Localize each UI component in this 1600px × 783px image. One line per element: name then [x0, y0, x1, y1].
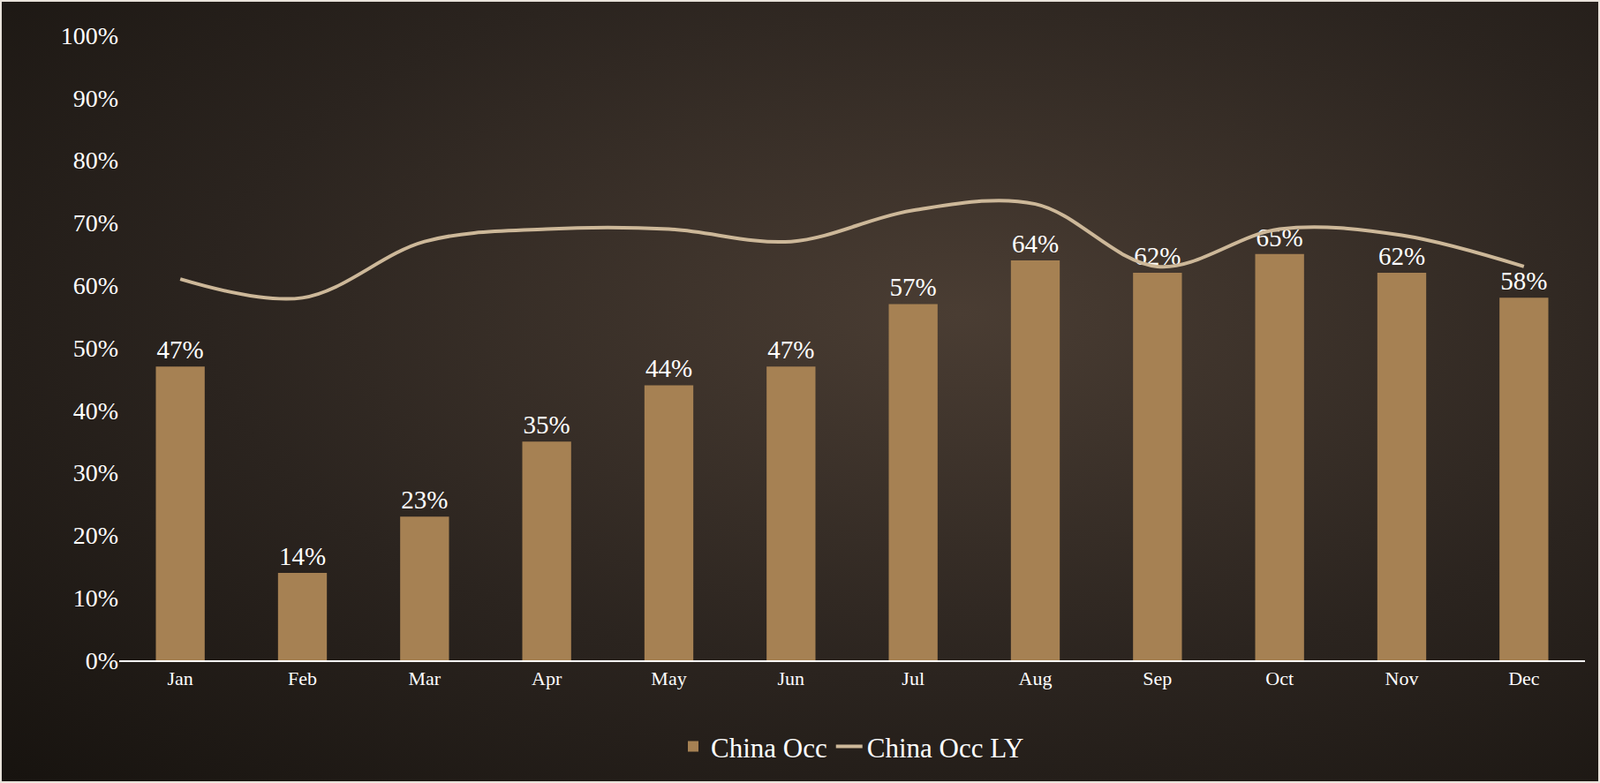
svg-text:20%: 20%: [73, 521, 119, 550]
svg-text:62%: 62%: [1378, 241, 1426, 271]
svg-text:70%: 70%: [73, 209, 119, 237]
svg-text:65%: 65%: [1256, 223, 1304, 252]
svg-text:China Occ: China Occ: [710, 732, 828, 764]
svg-text:47%: 47%: [157, 335, 204, 364]
svg-text:80%: 80%: [73, 146, 119, 174]
svg-text:30%: 30%: [73, 459, 119, 487]
svg-text:58%: 58%: [1500, 266, 1548, 295]
svg-text:0%: 0%: [85, 647, 119, 675]
svg-text:May: May: [650, 667, 687, 690]
svg-text:Feb: Feb: [287, 667, 317, 690]
svg-text:57%: 57%: [890, 272, 937, 302]
svg-text:Nov: Nov: [1385, 667, 1419, 690]
svg-text:Sep: Sep: [1142, 667, 1172, 690]
svg-text:90%: 90%: [73, 84, 119, 113]
svg-text:35%: 35%: [523, 410, 571, 439]
svg-text:Dec: Dec: [1508, 667, 1540, 690]
svg-text:14%: 14%: [279, 542, 326, 571]
svg-text:62%: 62%: [1133, 241, 1181, 271]
svg-text:50%: 50%: [73, 334, 119, 363]
svg-text:44%: 44%: [645, 354, 693, 383]
svg-text:47%: 47%: [767, 335, 815, 364]
svg-text:Oct: Oct: [1265, 667, 1294, 690]
svg-text:100%: 100%: [60, 22, 119, 50]
svg-text:60%: 60%: [73, 271, 119, 300]
svg-text:23%: 23%: [400, 485, 448, 514]
svg-text:64%: 64%: [1011, 229, 1059, 258]
svg-text:Jan: Jan: [167, 667, 194, 690]
svg-text:Jul: Jul: [901, 667, 925, 690]
svg-text:Jun: Jun: [777, 667, 806, 690]
svg-text:10%: 10%: [73, 584, 119, 612]
svg-text:Aug: Aug: [1018, 667, 1053, 690]
svg-text:40%: 40%: [73, 397, 119, 425]
svg-text:Apr: Apr: [531, 667, 563, 690]
svg-text:China Occ LY: China Occ LY: [867, 732, 1025, 764]
svg-text:Mar: Mar: [408, 667, 442, 690]
